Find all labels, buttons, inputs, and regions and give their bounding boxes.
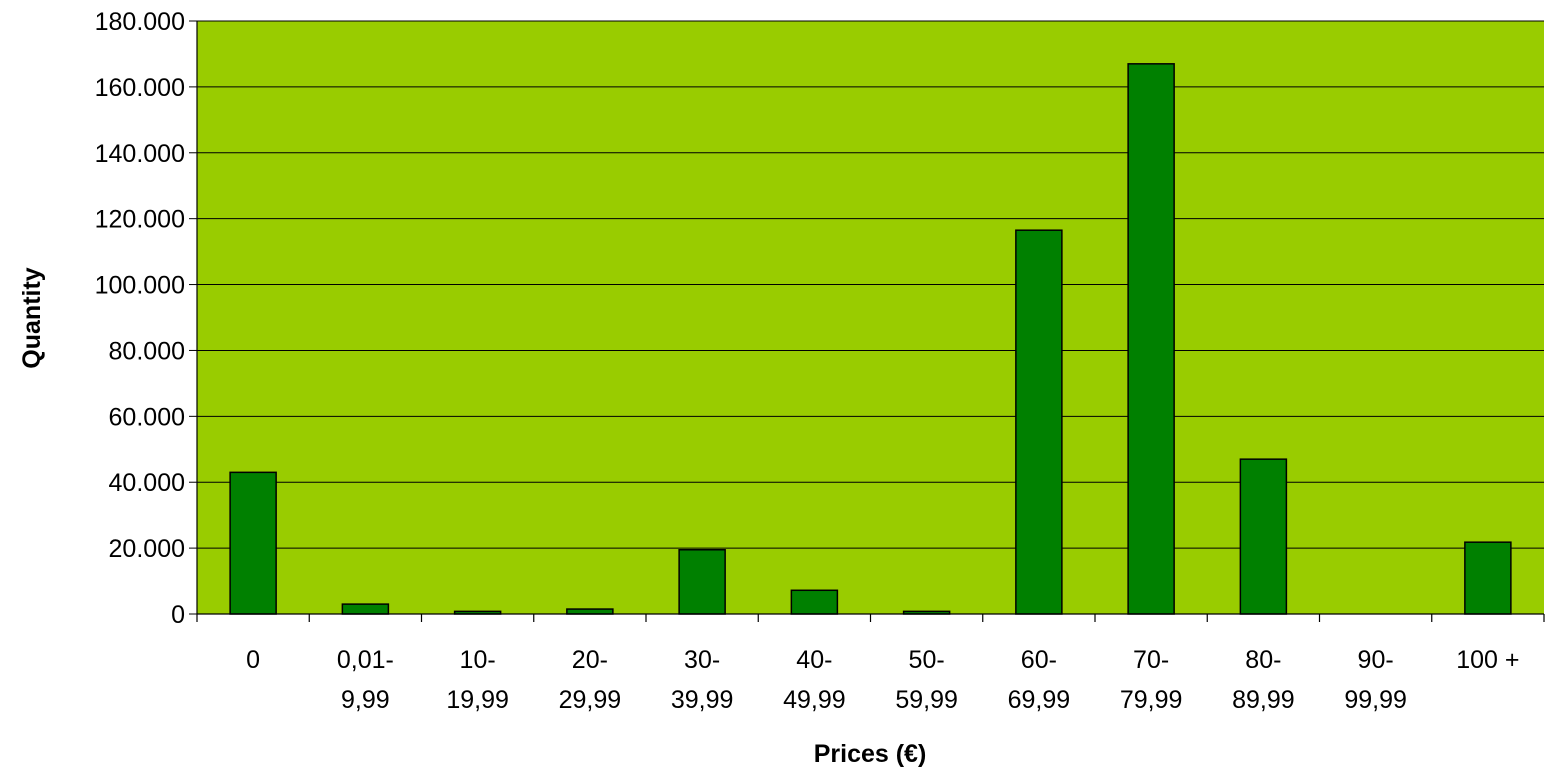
bar [341, 603, 390, 615]
x-tick-label: 0 [246, 646, 260, 674]
y-tick-label: 0 [171, 601, 185, 629]
x-tick-label: 70- [1133, 646, 1169, 674]
bar [678, 549, 726, 615]
y-tick-label: 40.000 [109, 469, 185, 497]
x-tick-label: 0,01- [337, 646, 394, 674]
x-tick-label: 29,99 [559, 686, 622, 714]
axes [196, 21, 1545, 622]
x-tick-label: 39,99 [671, 686, 734, 714]
bar [229, 471, 277, 615]
x-tick-label: 40- [796, 646, 832, 674]
bar [1464, 541, 1512, 615]
x-tick-label: 80- [1245, 646, 1281, 674]
bar [1015, 229, 1063, 615]
y-tick-label: 120.000 [95, 206, 185, 234]
bar [566, 608, 614, 615]
x-tick-label: 10- [460, 646, 496, 674]
y-axis-title: Quantity [18, 267, 46, 368]
y-tick-label: 180.000 [95, 8, 185, 36]
x-tick-label: 60- [1021, 646, 1057, 674]
x-tick-label: 59,99 [895, 686, 958, 714]
y-tick-label: 140.000 [95, 140, 185, 168]
y-tick-labels: 0 20.000 40.000 60.000 80.000 100.000 120.000 1… [95, 8, 185, 629]
bar [1127, 63, 1175, 615]
x-tick-label: 50- [909, 646, 945, 674]
y-tick-label: 20.000 [109, 535, 185, 563]
x-tick-label: 20- [572, 646, 608, 674]
bar [790, 589, 839, 615]
y-tick-label: 160.000 [95, 74, 185, 102]
x-tick-label: 79,99 [1120, 686, 1183, 714]
x-tick-label: 100 + [1456, 646, 1519, 674]
x-tick-label: 49,99 [783, 686, 846, 714]
gridlines [189, 20, 1544, 615]
bar [1239, 458, 1288, 615]
y-tick-label: 100.000 [95, 272, 185, 300]
plot-area [197, 21, 1544, 614]
y-tick-label: 60.000 [109, 403, 185, 431]
x-tick-label: 90- [1358, 646, 1394, 674]
bars [229, 63, 1512, 615]
x-tick-label: 89,99 [1232, 686, 1295, 714]
x-axis-title: Prices (€) [814, 740, 927, 768]
x-tick-label: 9,99 [341, 686, 390, 714]
x-tick-label: 99,99 [1344, 686, 1407, 714]
x-tick-labels: 0 0,01- 9,99 10- 19,99 20- 29,99 30- 39,99 40- 49,… [246, 646, 1519, 714]
y-tick-label: 80.000 [109, 337, 185, 365]
x-tick-label: 30- [684, 646, 720, 674]
x-tick-label: 19,99 [446, 686, 509, 714]
x-tick-label: 69,99 [1008, 686, 1071, 714]
